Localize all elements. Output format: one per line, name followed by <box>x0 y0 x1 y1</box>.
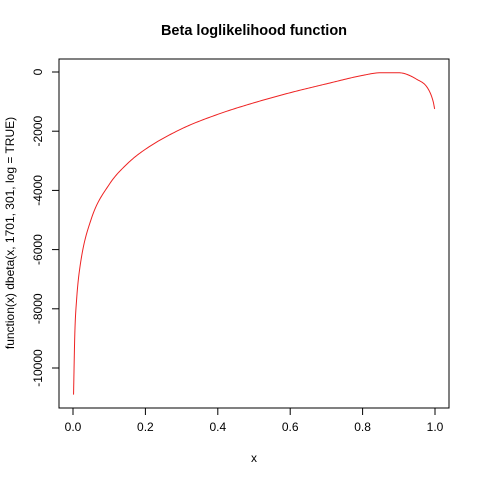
y-tick-label: -2000 <box>31 116 45 147</box>
x-tick-label: 1.0 <box>427 420 444 434</box>
x-tick-label: 0.6 <box>282 420 299 434</box>
y-tick-label: -8000 <box>31 293 45 324</box>
y-tick-label: -10000 <box>31 349 45 387</box>
chart-title: Beta loglikelihood function <box>161 23 347 39</box>
x-tick-label: 0.4 <box>209 420 226 434</box>
y-axis-label: function(x) dbeta(x, 1701, 301, log = TR… <box>3 117 17 349</box>
y-tick-label: 0 <box>31 68 45 75</box>
y-axis: 0 -2000 -4000 -6000 -8000 -10000 <box>31 68 60 387</box>
plot-frame <box>58 58 450 409</box>
x-tick-label: 0.2 <box>137 420 154 434</box>
x-tick-label: 0.0 <box>65 420 82 434</box>
x-tick-label: 0.8 <box>354 420 371 434</box>
x-axis: 0.0 0.2 0.4 0.6 0.8 1.0 <box>65 407 444 434</box>
series-line <box>73 72 436 395</box>
y-tick-label: -6000 <box>31 234 45 265</box>
x-axis-label: x <box>251 451 257 465</box>
y-tick-label: -4000 <box>31 175 45 206</box>
